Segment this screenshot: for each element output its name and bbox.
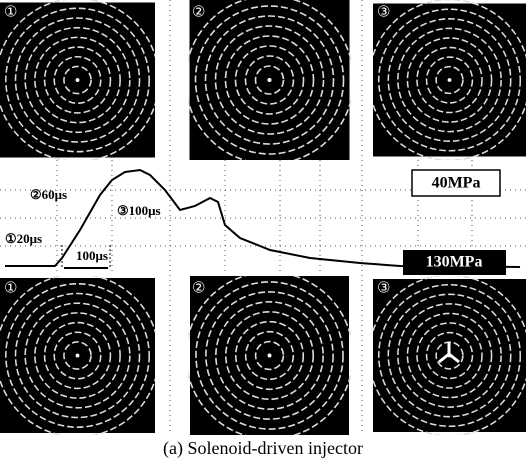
panel-label: ① <box>4 4 17 20</box>
caption: (a) Solenoid-driven injector <box>163 438 363 459</box>
pressure-label: 40MPa <box>432 175 481 192</box>
interval-label: 100μs <box>76 248 108 263</box>
spray-image <box>186 0 354 164</box>
time-mark: ③100μs <box>117 203 161 218</box>
panel-label: ③ <box>377 4 390 20</box>
figure: ① ② ③ ① ② ③ ①20μs ②60μs ③100μs 100μs 40M… <box>0 0 526 463</box>
panel-label: ① <box>4 280 17 296</box>
spray-image <box>369 0 526 160</box>
time-mark: ②60μs <box>30 187 67 202</box>
panel-label: ③ <box>377 280 390 296</box>
pressure-label: 130MPa <box>426 254 483 271</box>
spray-image <box>186 272 353 439</box>
spray-image <box>0 274 159 437</box>
spray-image <box>0 0 159 161</box>
panel-label: ② <box>192 4 205 20</box>
time-mark: ①20μs <box>5 231 42 246</box>
panel-label: ② <box>192 280 205 296</box>
